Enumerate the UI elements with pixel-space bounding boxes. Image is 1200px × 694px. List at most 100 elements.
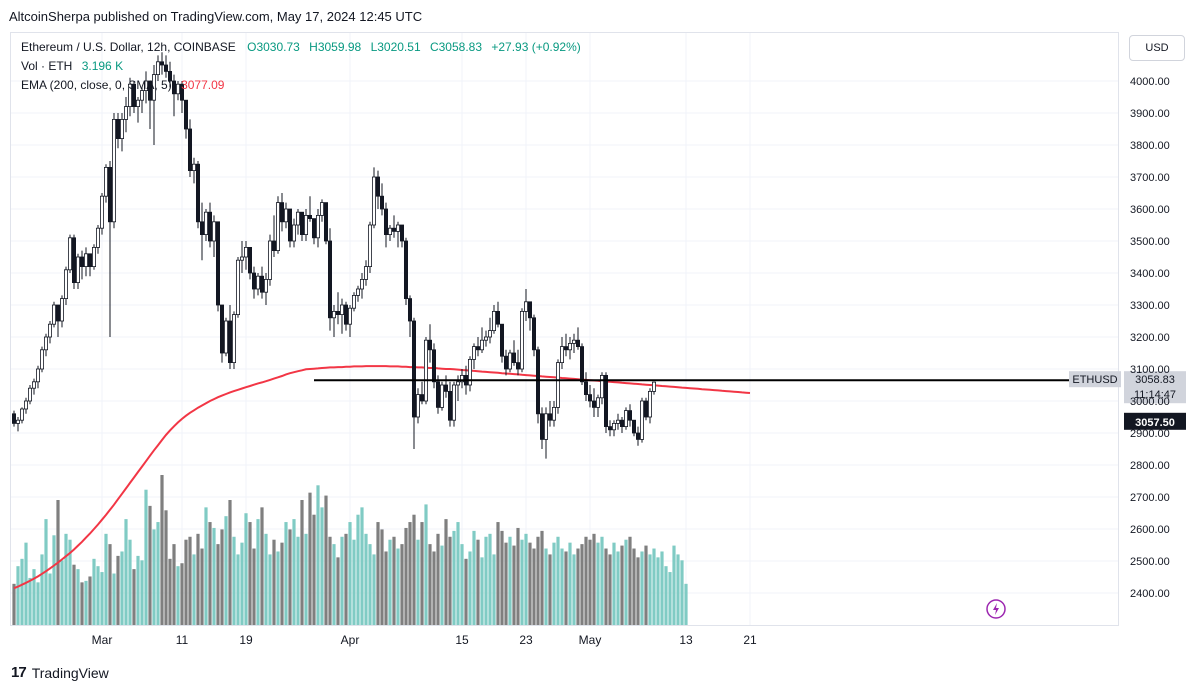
ohlc-values: O3030.73 H3059.98 L3020.51 C3058.83 +27.…	[247, 40, 587, 54]
y-tick-label: 2500.00	[1130, 556, 1170, 568]
volume-bar	[504, 542, 508, 625]
candle-body	[283, 208, 288, 223]
volume-bar	[576, 548, 580, 625]
candle-body	[632, 419, 637, 434]
volume-bar	[660, 551, 664, 625]
volume-bar	[632, 548, 636, 625]
volume-bar	[292, 519, 296, 625]
candle-body	[147, 80, 152, 101]
volume-bar	[92, 558, 96, 625]
candle-body	[199, 221, 204, 236]
volume-bar	[648, 554, 652, 625]
candle-body	[552, 406, 557, 421]
candle-body	[608, 426, 613, 431]
volume-bar	[440, 545, 444, 625]
x-tick-label: Apr	[341, 633, 360, 647]
overlay-layer: ETHUSD 3058.83 11:14:47 3057.50	[314, 371, 1186, 619]
volume-bar	[520, 539, 524, 625]
volume-bar	[164, 510, 168, 625]
volume-bar	[668, 572, 672, 625]
volume-bar	[684, 583, 688, 625]
candle-body	[359, 278, 364, 290]
volume-bar	[476, 539, 480, 625]
y-tick-label: 3100.00	[1130, 364, 1170, 376]
volume-bar	[680, 560, 684, 625]
volume-bar	[368, 544, 372, 625]
candle-body	[371, 176, 376, 226]
candle-body	[80, 256, 85, 267]
high-value: H3059.98	[309, 40, 362, 54]
candle-body	[124, 106, 129, 120]
candle-body	[15, 419, 20, 424]
volume-bar	[612, 542, 616, 625]
candle-body	[112, 119, 117, 223]
lightning-bolt-icon	[993, 603, 999, 615]
candle-body	[367, 224, 372, 267]
candle-body	[576, 339, 581, 348]
candle-body	[495, 310, 500, 325]
volume-bar	[416, 539, 420, 625]
volume-bar	[636, 557, 640, 625]
candle-body	[191, 163, 196, 171]
candle-body	[88, 253, 93, 268]
volume-bar	[340, 536, 344, 625]
candle-body	[403, 240, 408, 299]
volume-bar	[28, 577, 32, 625]
volume-bar	[516, 527, 520, 625]
candle-body	[255, 275, 260, 290]
volume-bar	[332, 544, 336, 625]
y-tick-label: 2800.00	[1130, 460, 1170, 472]
candle-body	[27, 387, 32, 402]
chart-frame[interactable]	[10, 32, 1119, 626]
volume-bar	[204, 507, 208, 625]
volume-bar	[132, 569, 136, 625]
y-axis: 2400.00 2500.00 2600.00 2700.00 2800.00 2900.…	[1130, 76, 1170, 600]
currency-button[interactable]: USD	[1129, 35, 1185, 61]
volume-bar	[216, 544, 220, 625]
candle-body	[243, 246, 248, 258]
volume-bar	[272, 539, 276, 625]
volume-bar	[100, 572, 104, 625]
volume-bar	[436, 533, 440, 625]
candle-body	[447, 390, 452, 421]
candle-body	[100, 195, 105, 229]
open-value: O3030.73	[247, 40, 300, 54]
candle-body	[203, 211, 208, 235]
candle-body	[455, 381, 460, 386]
volume-bar	[168, 558, 172, 625]
volume-bar	[324, 495, 328, 625]
candle-body	[592, 400, 597, 408]
volume-bar	[552, 542, 556, 625]
volume-bar	[224, 516, 228, 625]
candle-body	[503, 355, 508, 370]
candle-body	[179, 83, 184, 101]
volume-bar	[200, 548, 204, 625]
candle-body	[259, 275, 264, 293]
volume-bar	[220, 529, 224, 625]
volume-bar	[304, 533, 308, 625]
volume-bar	[12, 583, 16, 625]
candle-body	[163, 64, 168, 72]
candle-body	[391, 227, 396, 232]
x-tick-label: May	[579, 633, 602, 647]
volume-bar	[492, 554, 496, 625]
candle-body	[331, 310, 336, 319]
candle-body	[151, 74, 156, 101]
volume-bar	[356, 514, 360, 625]
y-tick-label: 2400.00	[1130, 588, 1170, 600]
candle-body	[251, 272, 256, 290]
volume-bar	[228, 500, 232, 625]
candle-body	[44, 336, 49, 351]
y-tick-label: 3400.00	[1130, 268, 1170, 280]
candle-body	[379, 195, 384, 210]
footer-brand[interactable]: 17 TradingView	[11, 664, 109, 681]
candle-body	[72, 237, 77, 284]
crosshair-price-box	[1124, 412, 1186, 430]
volume-bar	[664, 566, 668, 625]
candle-body	[347, 307, 352, 325]
candle-body	[644, 400, 649, 418]
volume-bar	[408, 522, 412, 625]
volume-bar	[36, 582, 40, 625]
volume-bar	[360, 507, 364, 625]
